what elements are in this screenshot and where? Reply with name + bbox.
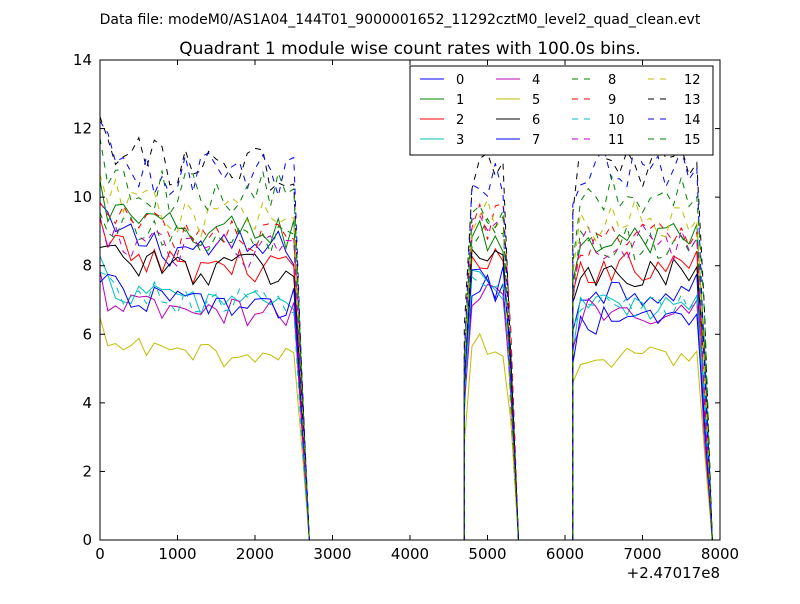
- series-line-3: [100, 255, 713, 540]
- legend-label-14: 14: [684, 113, 701, 128]
- series-line-9: [100, 202, 713, 540]
- y-tick-label: 4: [82, 394, 92, 412]
- legend-label-13: 13: [684, 93, 701, 108]
- y-tick-label: 8: [82, 257, 92, 275]
- y-tick-label: 6: [82, 325, 92, 343]
- legend-label-10: 10: [608, 113, 625, 128]
- chart-title: Quadrant 1 module wise count rates with …: [179, 39, 640, 59]
- series-line-10: [100, 271, 713, 540]
- x-tick-label: 8000: [701, 545, 739, 563]
- legend-label-9: 9: [608, 93, 616, 108]
- legend-label-11: 11: [608, 133, 625, 148]
- x-tick-label: 5000: [468, 545, 506, 563]
- series-line-1: [100, 180, 713, 540]
- legend-label-2: 2: [456, 113, 464, 128]
- legend-label-4: 4: [532, 73, 540, 88]
- x-tick-label: 2000: [236, 545, 274, 563]
- legend-label-5: 5: [532, 93, 540, 108]
- legend-label-12: 12: [684, 73, 701, 88]
- legend-label-6: 6: [532, 113, 540, 128]
- legend-label-3: 3: [456, 133, 464, 148]
- legend-label-15: 15: [684, 133, 701, 148]
- legend-label-8: 8: [608, 73, 616, 88]
- series-line-15: [100, 138, 713, 540]
- legend-label-1: 1: [456, 93, 464, 108]
- y-tick-label: 14: [73, 51, 92, 69]
- series-line-6: [100, 244, 713, 540]
- series-line-4: [100, 270, 713, 540]
- axis-ticks: 0 1000 2000 3000 4000 5000 6000 7000 80000246810…: [73, 51, 739, 563]
- legend-frame: [409, 65, 714, 156]
- y-tick-label: 10: [73, 188, 92, 206]
- y-tick-label: 12: [73, 120, 92, 138]
- x-offset-label: +2.47017e8: [627, 564, 720, 582]
- x-tick-label: 1000: [158, 545, 196, 563]
- series-line-2: [100, 217, 713, 540]
- y-tick-label: 2: [82, 462, 92, 480]
- y-tick-label: 0: [82, 531, 92, 549]
- series-layer: [100, 116, 713, 540]
- legend-label-0: 0: [456, 73, 464, 88]
- series-line-14: [100, 121, 713, 540]
- series-line-5: [100, 317, 713, 540]
- x-tick-label: 0: [95, 545, 105, 563]
- x-tick-label: 6000: [546, 545, 584, 563]
- series-line-13: [100, 116, 713, 540]
- x-tick-label: 7000: [623, 545, 661, 563]
- legend-label-7: 7: [532, 133, 540, 148]
- series-line-8: [100, 212, 713, 540]
- plot-frame: [99, 59, 721, 541]
- figure-suptitle: Data file: modeM0/AS1A04_144T01_90000016…: [100, 12, 701, 28]
- x-tick-label: 3000: [313, 545, 351, 563]
- x-tick-label: 4000: [391, 545, 429, 563]
- series-line-7: [100, 266, 713, 540]
